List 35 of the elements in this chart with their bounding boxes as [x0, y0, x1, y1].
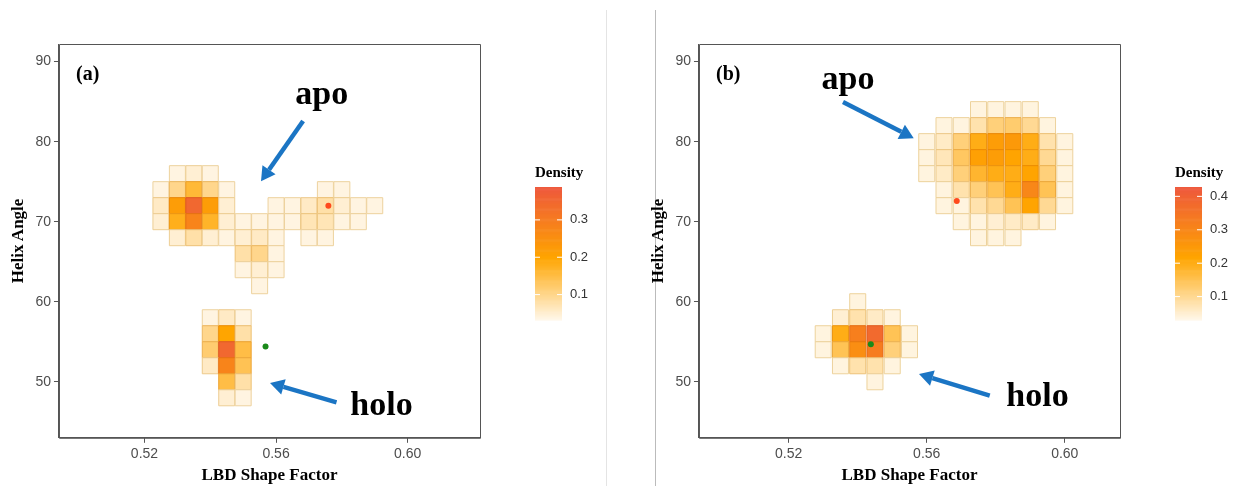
x-tick-label: 0.56 [262, 445, 290, 462]
y-tick-label: 70 [675, 212, 692, 229]
y-tick-label: 60 [35, 292, 52, 309]
color-bar-label: 0.2 [570, 248, 589, 264]
color-bar-label: 0.1 [1210, 288, 1229, 304]
annotation: (a) [75, 62, 100, 86]
x-tick-label: 0.52 [775, 445, 803, 462]
color-bar-title: Density [535, 164, 584, 180]
x-tick-label: 0.52 [130, 445, 159, 462]
y-tick-label: 90 [35, 52, 52, 69]
y-tick-label: 60 [675, 292, 692, 309]
x-tick-label: 0.60 [394, 445, 422, 462]
color-bar-label: 0.3 [570, 211, 589, 227]
annotation: (b) [715, 62, 741, 86]
y-tick-label: 70 [35, 212, 52, 229]
color-bar-label: 0.1 [570, 286, 589, 302]
annotation: holo [1006, 375, 1069, 413]
color-bar-label: 0.4 [1210, 187, 1229, 203]
y-axis-title: Helix Angle [7, 198, 27, 284]
annotation: apo [821, 58, 875, 96]
color-bar-label: 0.2 [1210, 254, 1229, 270]
annotation: holo [350, 384, 413, 422]
y-tick-label: 50 [675, 372, 692, 389]
x-tick-label: 0.56 [913, 445, 941, 462]
y-tick-label: 50 [35, 372, 52, 389]
color-bar-title: Density [1175, 164, 1224, 180]
annotation: apo [295, 73, 349, 111]
x-tick-label: 0.60 [1051, 445, 1079, 462]
y-tick-label: 80 [35, 132, 52, 149]
y-tick-label: 90 [675, 52, 692, 69]
y-axis-title: Helix Angle [647, 198, 667, 284]
y-tick-label: 80 [675, 132, 692, 149]
x-axis-title: LBD Shape Factor [841, 465, 978, 485]
x-axis-title: LBD Shape Factor [201, 465, 338, 485]
color-bar-label: 0.3 [1210, 221, 1229, 237]
